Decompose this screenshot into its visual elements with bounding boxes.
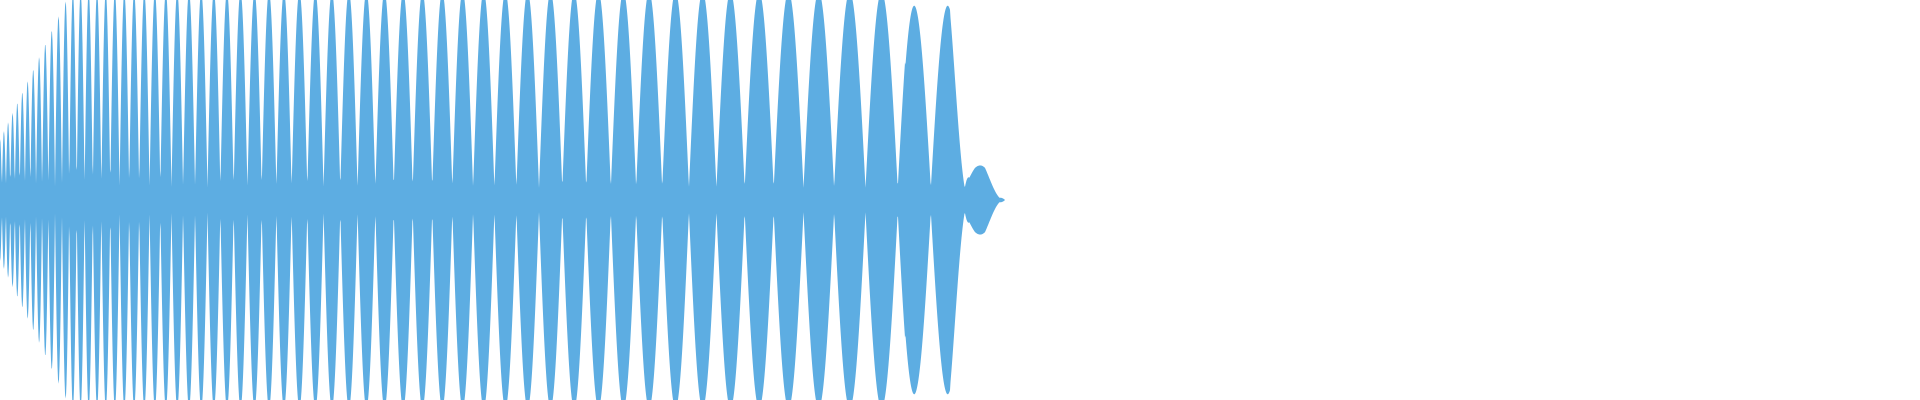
waveform [0, 0, 1005, 400]
